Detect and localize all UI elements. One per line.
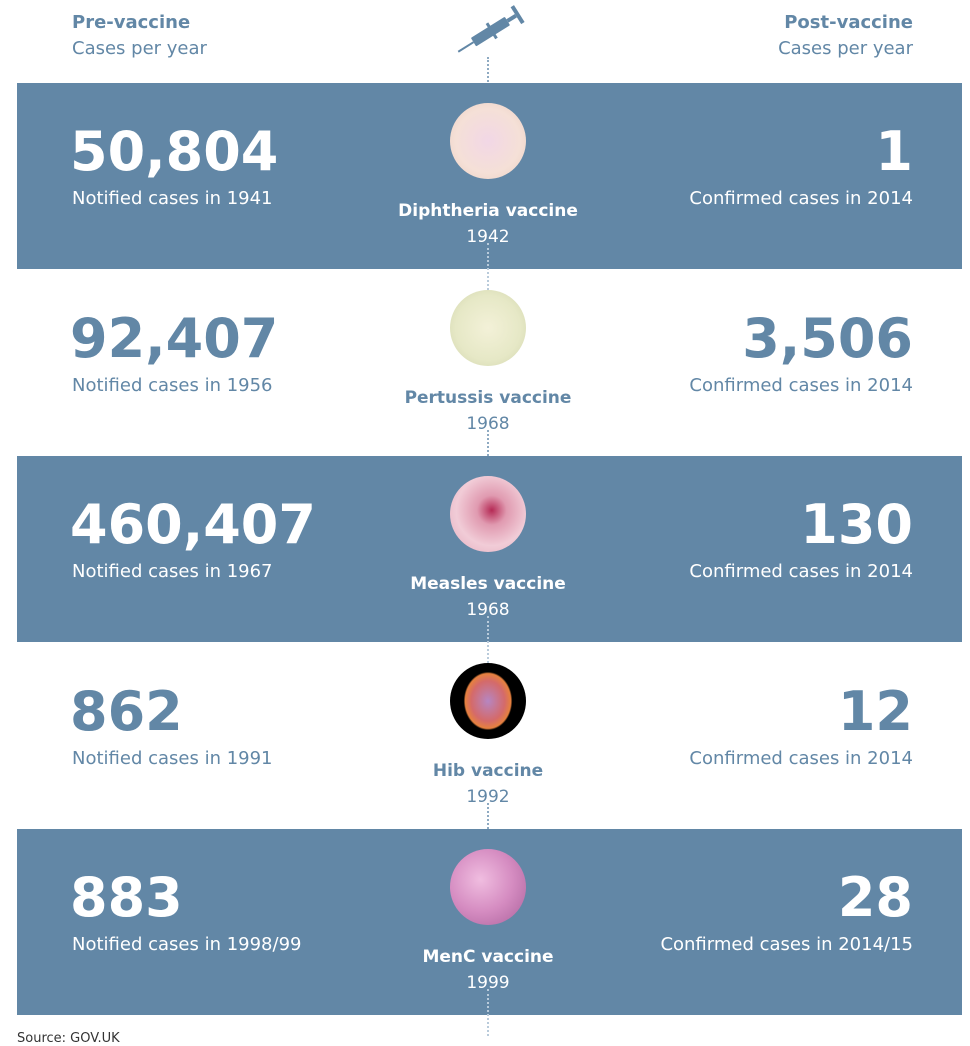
pre-cases: 92,407	[70, 312, 278, 366]
pre-note: Notified cases in 1956	[72, 375, 273, 396]
vaccine-year: 1999	[335, 973, 641, 993]
vaccine-name: Measles vaccine	[335, 574, 641, 594]
vaccine-name: Pertussis vaccine	[335, 388, 641, 408]
pre-note: Notified cases in 1991	[72, 748, 273, 769]
vaccine-name: MenC vaccine	[335, 947, 641, 967]
microscope-image	[450, 476, 526, 552]
dotted-line	[487, 989, 489, 1036]
vaccine-name: Hib vaccine	[335, 761, 641, 781]
dotted-line	[487, 243, 489, 290]
post-note: Confirmed cases in 2014/15	[660, 934, 913, 955]
vaccine-name: Diphtheria vaccine	[335, 201, 641, 221]
pre-note: Notified cases in 1941	[72, 188, 273, 209]
left-title: Pre-vaccine	[72, 12, 190, 33]
microscope-image	[450, 103, 526, 179]
pre-cases: 460,407	[70, 498, 316, 552]
post-cases: 1	[875, 125, 913, 179]
pre-note: Notified cases in 1998/99	[72, 934, 301, 955]
post-cases: 12	[838, 685, 913, 739]
microscope-image	[450, 663, 526, 739]
vaccine-year: 1968	[335, 600, 641, 620]
post-note: Confirmed cases in 2014	[689, 375, 913, 396]
vaccine-year: 1968	[335, 414, 641, 434]
vaccine-year: 1992	[335, 787, 641, 807]
dotted-line	[487, 616, 489, 663]
post-note: Confirmed cases in 2014	[689, 188, 913, 209]
pre-note: Notified cases in 1967	[72, 561, 273, 582]
vaccine-year: 1942	[335, 227, 641, 247]
right-title: Post-vaccine	[784, 12, 913, 33]
post-cases: 130	[800, 498, 913, 552]
page: Pre-vaccine Cases per year Post-vaccine …	[0, 0, 970, 1043]
post-note: Confirmed cases in 2014	[689, 748, 913, 769]
syringe-icon	[450, 4, 536, 56]
microscope-image	[450, 849, 526, 925]
microscope-image	[450, 290, 526, 366]
pre-cases: 50,804	[70, 125, 278, 179]
post-note: Confirmed cases in 2014	[689, 561, 913, 582]
post-cases: 28	[838, 871, 913, 925]
pre-cases: 862	[70, 685, 183, 739]
right-subtitle: Cases per year	[778, 38, 913, 59]
pre-cases: 883	[70, 871, 183, 925]
left-subtitle: Cases per year	[72, 38, 207, 59]
source: Source: GOV.UK	[17, 1031, 120, 1046]
post-cases: 3,506	[742, 312, 913, 366]
